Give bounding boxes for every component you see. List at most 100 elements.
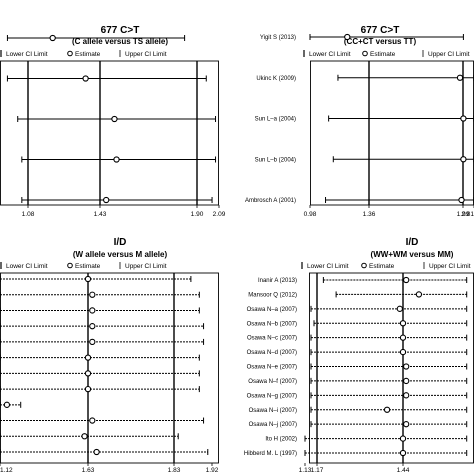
study-label: Ambrosch A (2001)	[245, 198, 296, 204]
estimate-point	[81, 433, 88, 440]
x-tick-label: 2.81	[461, 211, 474, 218]
estimate-point	[403, 377, 410, 385]
plot-frame	[0, 272, 219, 464]
study-row-13: Hibberd M. L (1997)	[244, 449, 468, 457]
study-label: Inanir A (2013)	[258, 278, 297, 284]
estimate-point	[89, 417, 96, 424]
study-label: Osawa N–b (2007)	[247, 321, 297, 327]
x-tick-label: 1.99	[457, 211, 470, 218]
study-row-6: Osawa N–d (2007)	[247, 348, 468, 356]
forest-panel-3: I/D (W allele versus M allele) Lower CI Li…	[0, 237, 219, 474]
study-row-8	[0, 385, 200, 393]
estimate-point	[403, 276, 410, 284]
estimate-point	[89, 338, 96, 346]
x-tick-label: 1.90	[191, 211, 204, 218]
study-row-10	[0, 417, 205, 424]
estimate-point	[84, 385, 92, 393]
study-label: Ito H (2002)	[265, 437, 297, 443]
study-row-1: Inanir A (2013)	[258, 276, 468, 284]
estimate-point	[415, 291, 423, 298]
estimate-point	[456, 74, 464, 81]
panel-subtitle: (CC+CT versus TT)	[344, 37, 417, 46]
estimate-point	[399, 348, 407, 356]
estimate-point	[82, 75, 89, 82]
study-label: Osawa N–d (2007)	[247, 350, 297, 356]
estimate-point	[89, 323, 96, 330]
study-row-1	[6, 34, 186, 42]
plot-frame	[310, 60, 474, 206]
legend-upper-label: Upper CI Limit	[125, 263, 167, 270]
x-tick-label: 1.83	[168, 467, 181, 474]
estimate-point	[344, 33, 351, 41]
panel-subtitle: (WW+WM versus MM)	[371, 250, 454, 259]
estimate-point	[49, 34, 56, 42]
study-label: Osawa N–i (2007)	[249, 408, 297, 414]
study-row-6	[0, 354, 200, 361]
legend-lower-label: Lower CI Limit	[307, 263, 349, 270]
study-label: Osawa N–e (2007)	[247, 365, 297, 371]
plot-frame	[0, 60, 219, 206]
study-row-8: Osawa N–f (2007)	[248, 377, 468, 385]
estimate-point	[396, 305, 403, 312]
estimate-point	[460, 115, 467, 122]
estimate-point	[403, 363, 410, 370]
estimate-point	[89, 291, 96, 298]
study-row-5	[0, 338, 205, 346]
estimate-point	[113, 156, 120, 163]
panel-legend: Lower CI Limit Estimate Upper CI Limit	[301, 262, 471, 270]
legend-lower-label: Lower CI Limit	[6, 263, 48, 270]
study-row-2	[6, 75, 207, 82]
panel-legend: Lower CI Limit Estimate Upper CI Limit	[0, 262, 167, 270]
study-row-7: Osawa N–e (2007)	[247, 363, 468, 371]
forest-panel-4: I/D (WW+WM versus MM) Lower CI Limit Estima…	[244, 237, 474, 474]
study-label: Hibberd M. L (1997)	[244, 451, 297, 457]
study-row-2: Mansoor Q (2012)	[248, 291, 468, 298]
study-row-5: Osawa N–c (2007)	[247, 334, 468, 342]
panel-subtitle: (W allele versus M allele)	[73, 250, 168, 259]
legend-estimate-marker	[362, 50, 368, 57]
x-tick-label: 1.92	[206, 467, 219, 474]
panel-title: 677 C>T	[361, 25, 400, 36]
panel-legend: Lower CI Limit Estimate Upper CI Limit	[303, 50, 470, 58]
study-row-4	[21, 156, 217, 163]
study-row-2: Ukinc K (2009)	[256, 74, 474, 82]
legend-estimate-marker	[67, 50, 73, 57]
estimate-point	[460, 156, 467, 163]
legend-lower-label: Lower CI Limit	[309, 51, 351, 58]
study-row-11	[0, 433, 179, 440]
panel-title: 677 C>T	[101, 25, 140, 36]
estimate-point	[399, 449, 407, 457]
estimate-point	[383, 406, 391, 413]
plot-frame	[309, 272, 474, 464]
legend-upper-label: Upper CI Limit	[428, 51, 470, 58]
x-tick-label: 1.44	[397, 467, 410, 474]
study-label: Sun L–a (2004)	[255, 117, 296, 123]
x-tick-label: 1.36	[363, 211, 376, 218]
estimate-point	[399, 320, 407, 327]
legend-estimate-label: Estimate	[369, 263, 395, 270]
study-row-2	[0, 291, 200, 298]
estimate-point	[111, 115, 118, 123]
estimate-point	[84, 275, 92, 283]
study-label: Sun L–b (2004)	[255, 157, 296, 163]
study-label: Osawa N–g (2007)	[247, 393, 297, 399]
study-label: Osawa N–a (2007)	[247, 307, 297, 313]
forest-panel-2: 677 C>T(CC+CT versus TT) Lower CI Limit Es…	[245, 25, 474, 218]
panel-title: I/D	[114, 237, 127, 248]
x-tick-label: 1.17	[311, 467, 324, 474]
forest-panel-1: 677 C>T(C allele versus TS allele) Lower …	[0, 25, 226, 218]
legend-estimate-marker	[67, 262, 73, 269]
study-row-3	[0, 307, 200, 314]
study-row-3: Sun L–a (2004)	[255, 115, 474, 123]
estimate-point	[93, 448, 100, 456]
study-row-10: Osawa N–i (2007)	[249, 406, 468, 414]
legend-estimate-label: Estimate	[370, 51, 396, 58]
study-row-7	[0, 370, 200, 377]
study-row-3: Osawa N–a (2007)	[247, 305, 468, 313]
legend-estimate-label: Estimate	[75, 51, 101, 58]
estimate-point	[84, 370, 92, 377]
study-row-9: Osawa N–g (2007)	[247, 392, 468, 399]
legend-estimate-marker	[361, 262, 367, 269]
estimate-point	[84, 354, 92, 361]
